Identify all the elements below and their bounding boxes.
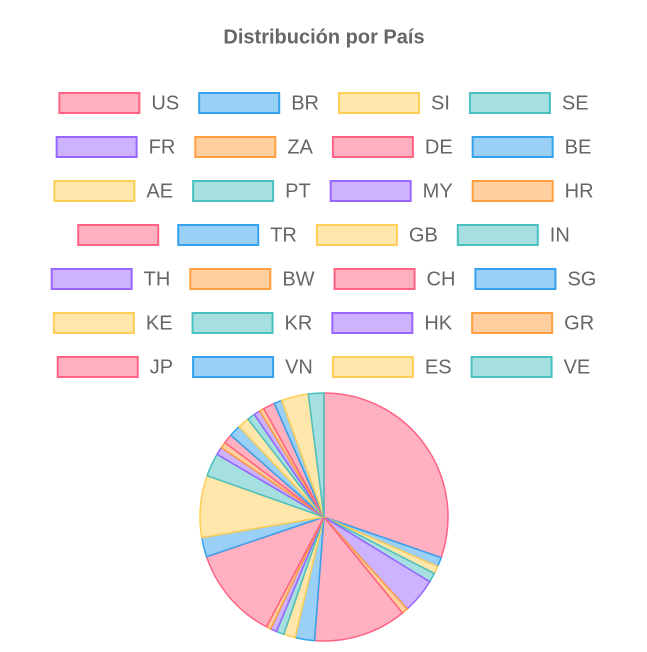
legend-swatch [471, 136, 554, 158]
legend-label: PT [285, 180, 311, 202]
legend-row: US BR SI SE [58, 92, 589, 114]
legend-swatch [333, 268, 416, 290]
legend-swatch [198, 92, 281, 114]
legend-row: FR ZA DE BE [55, 136, 592, 158]
legend-label: VE [564, 356, 591, 378]
legend-label: CH [427, 268, 456, 290]
legend-swatch [56, 356, 139, 378]
legend-swatch [338, 92, 420, 114]
legend-swatch [471, 312, 554, 334]
legend-label: BR [291, 92, 319, 114]
pie-slice [313, 515, 404, 642]
legend-label: TR [270, 224, 297, 246]
legend-label: SE [562, 92, 589, 114]
legend-swatch [331, 136, 414, 158]
legend-label: US [151, 92, 179, 114]
legend-label: DE [425, 136, 453, 158]
legend-swatch [474, 268, 557, 290]
legend-swatch [58, 92, 141, 114]
legend-label: VN [285, 356, 313, 378]
pie-slice [307, 392, 325, 518]
legend-swatch [194, 136, 277, 158]
legend-swatch [191, 312, 274, 334]
legend-label: KR [285, 312, 313, 334]
legend-label: BW [282, 268, 314, 290]
legend-label: JP [150, 356, 173, 378]
legend-label: TH [144, 268, 171, 290]
legend-swatch [331, 312, 414, 334]
legend-swatch [77, 224, 160, 246]
legend-swatch [53, 180, 136, 202]
legend-row: JP VN ES VE [56, 356, 591, 378]
legend-row: TH BW CH SG [50, 268, 596, 290]
legend-swatch [468, 92, 551, 114]
legend-label: MY [423, 180, 453, 202]
legend-swatch [331, 356, 414, 378]
legend-label: IN [550, 224, 570, 246]
legend-row: AE PT MY HR [53, 180, 594, 202]
legend-swatch [329, 180, 412, 202]
legend-swatch [177, 224, 260, 246]
legend-label: KE [146, 312, 173, 334]
legend-label: HR [565, 180, 594, 202]
legend-swatch [55, 136, 138, 158]
legend-label: SI [431, 92, 450, 114]
legend-swatch [52, 312, 135, 334]
legend-swatch [50, 268, 133, 290]
legend-label: AE [146, 180, 173, 202]
legend-swatch [189, 268, 272, 290]
legend-label: GR [564, 312, 594, 334]
legend-label: GB [409, 224, 438, 246]
legend-swatch [315, 224, 398, 246]
legend-label: HK [424, 312, 452, 334]
legend-swatch [456, 224, 539, 246]
legend-label: SG [567, 268, 596, 290]
legend-label: FR [149, 136, 176, 158]
legend-label: ES [425, 356, 452, 378]
legend-row: TR GB IN [77, 224, 570, 246]
legend-swatch [192, 356, 275, 378]
legend-label: ZA [287, 136, 313, 158]
legend-row: KE KR HK GR [52, 312, 594, 334]
legend-swatch [471, 180, 554, 202]
pie-slice [323, 392, 449, 559]
pie-slice [205, 515, 326, 628]
chart-title: Distribución por País [223, 26, 424, 48]
legend-swatch [192, 180, 275, 202]
legend-swatch [470, 356, 553, 378]
legend-label: BE [565, 136, 592, 158]
